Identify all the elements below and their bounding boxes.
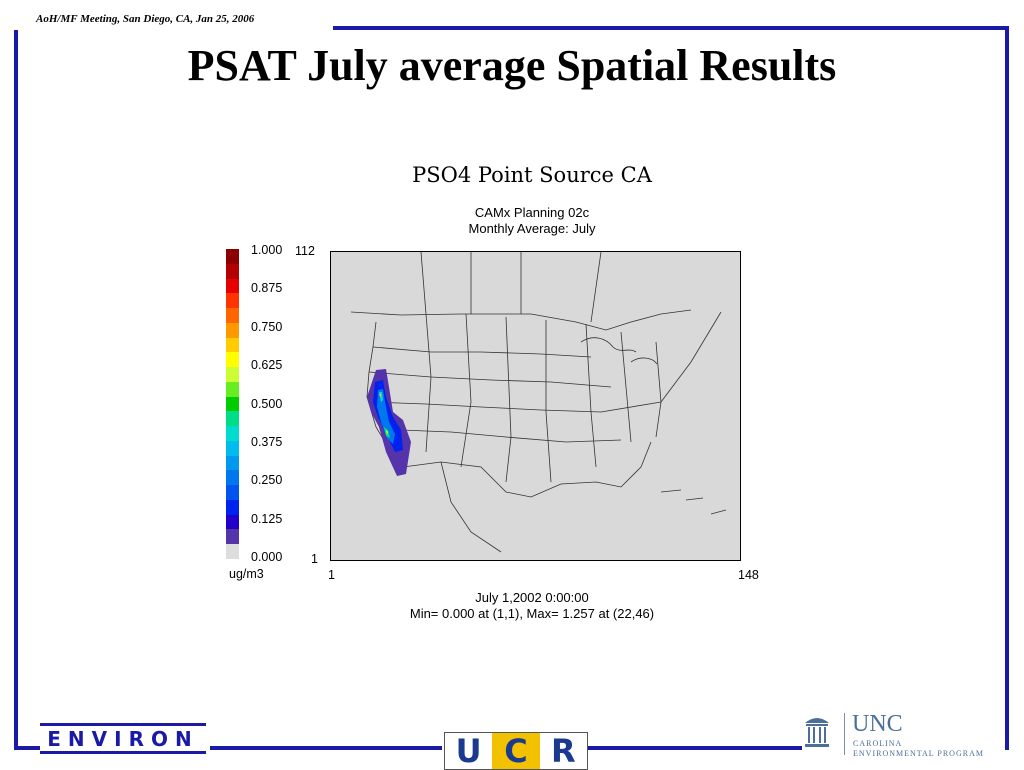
legend-color-segment	[226, 544, 239, 559]
legend-tick-label: 0.000	[251, 550, 283, 564]
legend-color-segment	[226, 293, 239, 308]
map-timestamp: July 1,2002 0:00:00	[475, 590, 589, 605]
legend-color-segment	[226, 499, 239, 515]
legend-color-segment	[226, 426, 239, 441]
state-boundaries	[350, 252, 727, 553]
map-title: PSO4 Point Source CA	[412, 163, 652, 187]
unc-logo-wordmark: UNC	[852, 711, 903, 737]
environ-logo-text: ENVIRON	[47, 727, 199, 751]
concentration-map	[330, 251, 741, 561]
legend-tick-label: 0.625	[251, 358, 283, 373]
grid-y-max-label: 112	[295, 244, 315, 258]
frame-bottom-left-border	[14, 746, 40, 750]
grid-x-min-label: 1	[328, 568, 335, 582]
grid-y-min-label: 1	[311, 552, 318, 566]
map-subtitle-period: Monthly Average: July	[468, 221, 596, 236]
map-canvas	[350, 252, 727, 553]
legend-tick-label: 0.875	[251, 281, 283, 296]
environ-logo-top-bar	[40, 723, 206, 726]
unc-logo-line-2: ENVIRONMENTAL PROGRAM	[853, 749, 984, 758]
concentration-plume	[367, 369, 411, 476]
ucr-logo-r: R	[539, 732, 587, 770]
legend-color-segment	[226, 411, 239, 426]
frame-bottom-border-left	[210, 746, 442, 750]
legend-color-segment	[226, 337, 239, 353]
legend-tick-label: 1.000	[251, 243, 283, 257]
ucr-logo-c: C	[492, 732, 540, 770]
legend-color-segment	[226, 440, 239, 456]
legend-tick-label: 0.500	[251, 396, 283, 411]
legend-color-segment	[226, 470, 239, 485]
map-subtitle-model: CAMx Planning 02c	[474, 205, 590, 220]
legend-tick-label: 0.125	[251, 511, 283, 526]
meeting-note: AoH/MF Meeting, San Diego, CA, Jan 25, 2…	[36, 13, 255, 25]
frame-bottom-border-middle	[588, 746, 802, 750]
map-min-max-stats: Min= 0.000 at (1,1), Max= 1.257 at (22,4…	[409, 606, 655, 621]
legend-color-segment	[226, 308, 239, 323]
legend-color-segment	[226, 396, 239, 412]
color-legend-bar	[226, 249, 239, 559]
legend-color-segment	[226, 529, 239, 544]
legend-color-segment	[226, 322, 239, 338]
legend-color-segment	[226, 455, 239, 471]
frame-top-border	[333, 26, 1009, 30]
unc-logo: UNC CAROLINA ENVIRONMENTAL PROGRAM	[803, 711, 1007, 761]
unc-logo-divider	[844, 713, 845, 755]
legend-color-segment	[226, 263, 239, 279]
frame-left-border	[14, 30, 18, 750]
legend-unit: ug/m3	[229, 567, 264, 581]
legend-color-segment	[226, 249, 239, 264]
legend-color-segment	[226, 352, 239, 367]
slide-title: PSAT July average Spatial Results	[187, 41, 837, 90]
legend-tick-label: 0.375	[251, 434, 283, 449]
grid-x-max-label: 148	[738, 568, 759, 582]
legend-color-segment	[226, 514, 239, 530]
legend-color-segment	[226, 485, 239, 500]
unc-logo-line-1: CAROLINA	[853, 739, 903, 748]
legend-tick-label: 0.750	[251, 319, 283, 334]
legend-tick-label: 0.250	[251, 473, 283, 488]
ucr-logo: U C R	[444, 732, 588, 770]
legend-color-segment	[226, 381, 239, 397]
environ-logo-bottom-bar	[40, 751, 206, 754]
legend-color-segment	[226, 278, 239, 294]
frame-right-border	[1005, 26, 1009, 750]
ucr-logo-u: U	[445, 732, 493, 770]
environ-logo: ENVIRON	[40, 723, 208, 755]
legend-color-segment	[226, 367, 239, 382]
unc-old-well-icon	[805, 718, 829, 747]
